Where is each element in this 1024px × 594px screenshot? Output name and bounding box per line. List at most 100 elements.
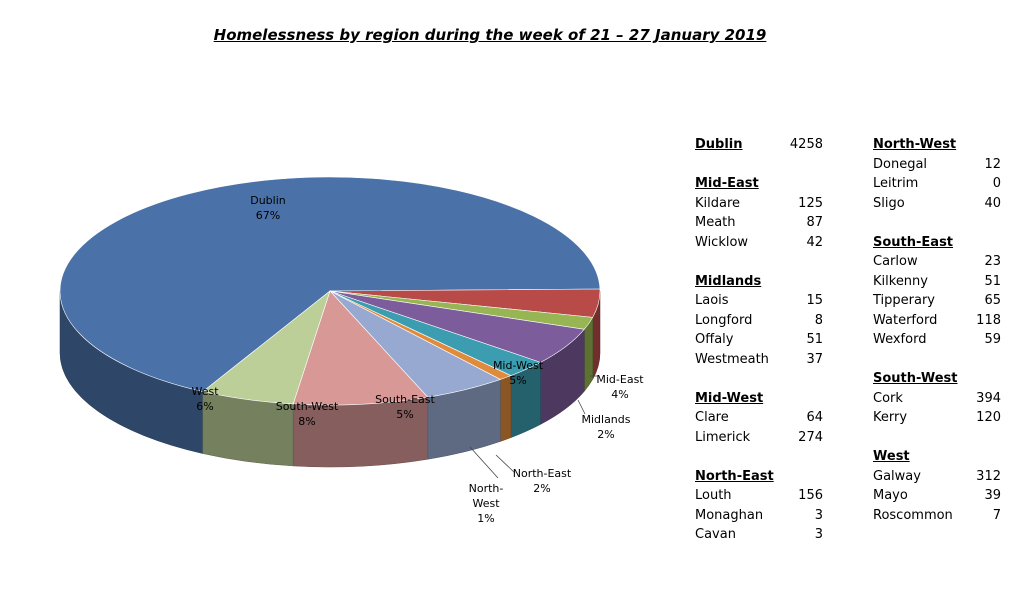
county-name: Galway	[873, 468, 921, 484]
county-row: Wexford 59	[873, 330, 1003, 350]
county-name: Roscommon	[873, 507, 953, 523]
pie-label-mid-west: Mid-West	[493, 359, 544, 372]
county-row: Galway 312	[873, 467, 1003, 487]
region-table-right: North-West Donegal 12 Leitrim 0 Sligo 40 South-…	[873, 135, 1003, 545]
county-row: Longford 8	[695, 311, 835, 331]
region-table-left: Dublin 4258 Mid-East Kildare 125 Meath 87 Wickl…	[695, 135, 835, 564]
county-name: Kerry	[873, 410, 908, 425]
county-row: Sligo 40	[873, 194, 1003, 214]
county-value: 87	[806, 215, 823, 230]
county-row: Carlow 23	[873, 252, 1003, 272]
county-value: 51	[984, 273, 1001, 289]
pie-label-pct-north-west: 1%	[477, 512, 494, 525]
county-name: Clare	[695, 410, 729, 425]
county-value: 51	[806, 332, 823, 347]
county-row: Clare 64	[695, 408, 835, 428]
county-value: 59	[984, 332, 1001, 347]
pie-label-pct-west: 6%	[196, 400, 213, 413]
county-row: Cork 394	[873, 389, 1003, 409]
county-name: Carlow	[873, 254, 918, 269]
pie-slice-dublin	[59, 176, 601, 392]
region-heading: North-West	[873, 137, 957, 152]
county-name: Meath	[695, 215, 736, 230]
region-heading: Mid-West	[695, 390, 764, 406]
county-name: Longford	[695, 312, 753, 328]
county-value: 12	[984, 156, 1001, 172]
county-value: 156	[798, 488, 823, 503]
region-group-dublin: Dublin 4258	[695, 135, 835, 155]
county-name: Cork	[873, 390, 903, 406]
region-heading: South-East	[873, 234, 954, 250]
region-heading: Midlands	[695, 273, 762, 289]
county-row: Louth 156	[695, 486, 835, 506]
county-name: Monaghan	[695, 507, 764, 523]
county-row: Waterford 118	[873, 311, 1003, 331]
county-value: 8	[814, 312, 823, 328]
county-row: Cavan 3	[695, 525, 835, 545]
region-group-south-east: South-East Carlow 23 Kilkenny 51 Tipperary 65 W…	[873, 233, 1003, 350]
pie-label-north-west: West	[472, 497, 500, 510]
region-group-north-west: North-West Donegal 12 Leitrim 0 Sligo 40	[873, 135, 1003, 213]
county-name: Donegal	[873, 156, 928, 172]
county-name: Sligo	[873, 195, 905, 211]
county-value: 42	[806, 234, 823, 250]
county-row: Donegal 12	[873, 155, 1003, 175]
region-group-north-east: North-East Louth 156 Monaghan 3 Cavan 3	[695, 467, 835, 545]
pie-label-pct-dublin: 67%	[256, 209, 280, 222]
county-name: Limerick	[695, 429, 751, 445]
pie-slice-west	[202, 290, 331, 405]
pie-label-west: West	[191, 385, 219, 398]
region-heading: South-West	[873, 371, 958, 386]
region-group-west: West Galway 312 Mayo 39 Roscommon 7	[873, 447, 1003, 525]
pie-labels: Dublin 67% Mid-East 4% Midlands 2% Mid-West 5% N…	[191, 194, 644, 525]
county-name: Cavan	[695, 527, 736, 542]
county-value: 3	[814, 527, 823, 542]
pie-label-pct-south-east: 5%	[396, 408, 413, 421]
region-heading: Mid-East	[695, 176, 759, 191]
county-name: Louth	[695, 488, 732, 503]
pie-label-north-west: North-	[469, 482, 504, 495]
pie-label-pct-south-west: 8%	[298, 415, 315, 428]
pie-slice-south-west	[292, 290, 429, 406]
region-group-midlands: Midlands Laois 15 Longford 8 Offaly 51 Westmeat…	[695, 272, 835, 370]
region-group-mid-east: Mid-East Kildare 125 Meath 87 Wicklow 42	[695, 174, 835, 252]
county-name: Kildare	[695, 195, 741, 211]
pie-leader-lines	[469, 375, 598, 479]
county-row: Limerick 274	[695, 428, 835, 448]
region-group-mid-west: Mid-West Clare 64 Limerick 274	[695, 389, 835, 448]
region-heading: North-East	[695, 468, 774, 484]
pie-label-pct-mid-west: 5%	[509, 374, 526, 387]
county-name: Leitrim	[873, 176, 919, 191]
region-heading: Dublin	[695, 137, 743, 152]
county-row: Kildare 125	[695, 194, 835, 214]
county-value: 120	[976, 410, 1001, 425]
pie-label-south-east: South-East	[375, 393, 435, 406]
county-row: Laois 15	[695, 291, 835, 311]
leader-line-north-west	[469, 446, 499, 479]
county-name: Laois	[695, 293, 729, 308]
county-value: 125	[798, 195, 823, 211]
county-row: Roscommon 7	[873, 506, 1003, 526]
pie-label-pct-north-east: 2%	[533, 482, 550, 495]
pie-sides	[59, 290, 601, 468]
county-name: Wicklow	[695, 234, 749, 250]
county-row: Kilkenny 51	[873, 272, 1003, 292]
county-value: 3	[814, 507, 823, 523]
county-row: Kerry 120	[873, 408, 1003, 428]
county-value: 40	[984, 195, 1001, 211]
county-value: 394	[976, 390, 1001, 406]
county-row: Westmeath 37	[695, 350, 835, 370]
pie-label-midlands: Midlands	[581, 413, 630, 426]
county-row: Tipperary 65	[873, 291, 1003, 311]
county-value: 39	[984, 488, 1001, 503]
county-row: Leitrim 0	[873, 174, 1003, 194]
county-row: Wicklow 42	[695, 233, 835, 253]
pie-label-pct-midlands: 2%	[597, 428, 614, 441]
county-value: 15	[806, 293, 823, 308]
region-heading: West	[873, 449, 910, 464]
pie-label-dublin: Dublin	[250, 194, 286, 207]
county-value: 65	[984, 293, 1001, 308]
county-name: Offaly	[695, 332, 734, 347]
chart-title: Homelessness by region during the week o…	[213, 26, 767, 44]
